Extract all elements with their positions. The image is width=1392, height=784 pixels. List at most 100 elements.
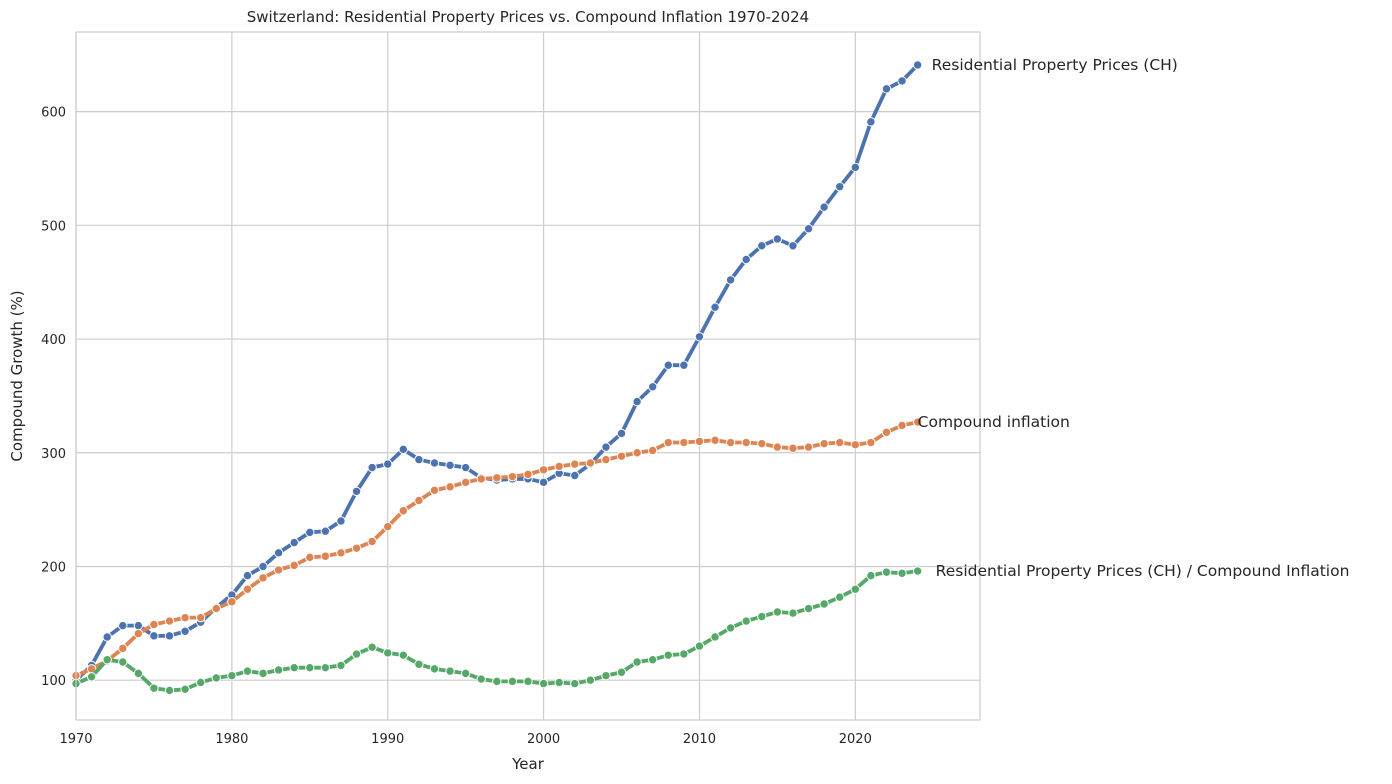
data-point — [227, 597, 237, 607]
x-tick-label: 1980 — [215, 732, 248, 747]
data-point — [289, 560, 299, 571]
data-point — [476, 474, 486, 484]
y-tick-label: 400 — [41, 333, 66, 348]
data-point — [320, 526, 331, 536]
data-point — [367, 462, 377, 473]
data-point — [367, 642, 377, 652]
data-point — [601, 454, 611, 465]
data-point — [835, 592, 845, 602]
data-point — [102, 655, 112, 665]
data-point — [305, 527, 315, 538]
data-point — [351, 543, 362, 553]
data-point — [554, 677, 564, 688]
data-point — [476, 674, 486, 684]
data-point — [414, 454, 424, 465]
data-point — [616, 428, 627, 439]
data-point — [912, 60, 923, 70]
data-point — [585, 458, 596, 468]
data-point — [398, 444, 409, 455]
data-point — [164, 616, 175, 626]
data-point — [835, 437, 845, 448]
data-point — [850, 584, 861, 594]
data-point — [632, 657, 642, 667]
data-point — [429, 458, 440, 468]
x-tick-label: 2000 — [527, 732, 560, 747]
data-point — [273, 548, 284, 558]
data-point — [647, 655, 658, 665]
data-point — [429, 485, 440, 495]
data-point — [570, 470, 580, 481]
data-point — [492, 473, 502, 483]
x-tick-label: 2020 — [839, 732, 872, 747]
data-point — [538, 678, 549, 689]
plot-frame — [75, 31, 981, 721]
data-point — [679, 437, 689, 448]
data-point — [725, 623, 736, 633]
y-tick-label: 200 — [41, 560, 66, 575]
data-point — [694, 332, 705, 342]
data-point — [663, 437, 673, 448]
data-point — [118, 620, 128, 631]
data-point — [242, 570, 253, 581]
data-point — [897, 568, 907, 579]
data-point — [133, 668, 144, 679]
data-point — [289, 537, 299, 548]
data-point — [616, 451, 627, 461]
gridlines — [75, 32, 980, 720]
data-point — [149, 683, 159, 693]
y-tick-label: 300 — [41, 447, 66, 462]
data-point — [663, 360, 673, 370]
data-point — [383, 459, 393, 469]
data-point — [694, 641, 705, 651]
data-point — [180, 612, 190, 623]
data-point — [850, 162, 861, 173]
data-point — [523, 676, 533, 687]
data-point — [710, 632, 720, 642]
data-point — [118, 643, 128, 654]
data-point — [679, 360, 689, 370]
data-point — [195, 677, 206, 688]
data-point — [803, 224, 814, 234]
data-point — [273, 565, 284, 575]
data-point — [866, 570, 876, 581]
data-point — [305, 662, 315, 673]
data-point — [320, 662, 331, 673]
data-point — [679, 649, 689, 659]
data-point — [242, 666, 253, 676]
data-point — [632, 448, 642, 458]
data-point — [351, 649, 362, 659]
tick-labels: 1970 1980 1990 2000 2010 2020 100 200 300 400 500 6… — [41, 106, 872, 747]
data-point — [788, 608, 798, 618]
data-point — [164, 631, 175, 641]
data-point — [445, 460, 455, 470]
data-point — [211, 673, 221, 683]
data-point — [725, 437, 736, 448]
data-point — [881, 567, 892, 577]
data-point — [725, 275, 736, 285]
series-layer — [71, 60, 923, 696]
x-tick-label: 1990 — [371, 732, 404, 747]
series-3 — [71, 566, 923, 696]
data-point — [118, 657, 128, 667]
series-label: Residential Property Prices (CH) — [932, 56, 1178, 74]
data-point — [710, 435, 720, 445]
data-point — [195, 612, 206, 623]
data-point — [741, 437, 751, 448]
data-point — [164, 685, 175, 696]
data-point — [757, 241, 767, 251]
x-tick-label: 2010 — [683, 732, 716, 747]
data-point — [211, 603, 221, 614]
data-point — [881, 427, 892, 437]
data-point — [819, 599, 829, 609]
data-point — [772, 234, 783, 244]
data-point — [351, 486, 362, 497]
x-tick-label: 1970 — [59, 732, 92, 747]
data-point — [320, 551, 331, 561]
data-point — [538, 477, 549, 488]
data-point — [601, 442, 611, 452]
data-point — [289, 662, 299, 673]
data-point — [86, 672, 97, 682]
data-point — [757, 611, 767, 622]
data-point — [383, 648, 393, 658]
